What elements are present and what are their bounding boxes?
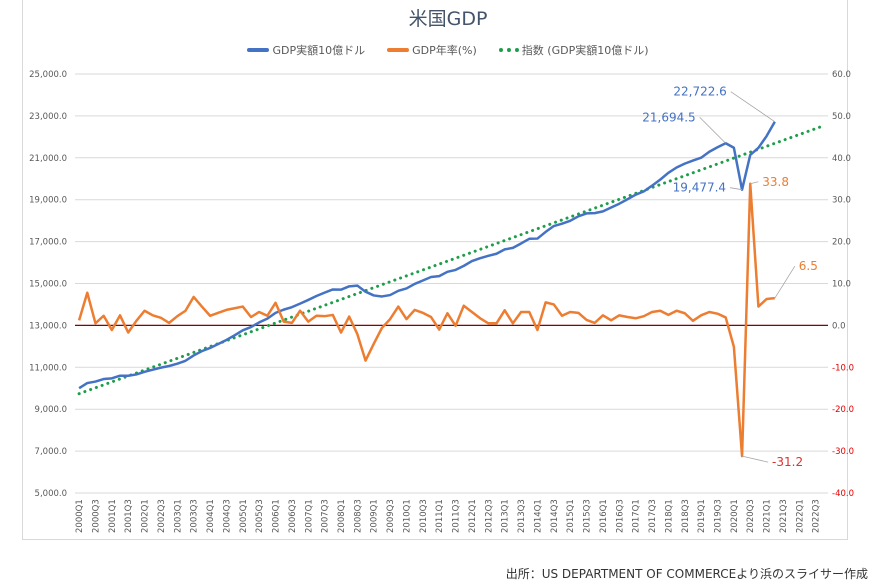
annotation-label: 6.5 xyxy=(799,259,818,273)
y-left-tick-label: 25,000.0 xyxy=(29,70,67,80)
annotation-leader-line xyxy=(750,181,759,185)
x-tick-label: 2000Q3 xyxy=(91,499,101,533)
x-tick-label: 2001Q1 xyxy=(108,499,118,533)
annotation-label: -31.2 xyxy=(772,455,803,469)
x-tick-label: 2005Q1 xyxy=(239,499,249,533)
annotation-leader-line xyxy=(729,187,743,191)
annotation-label: 22,722.6 xyxy=(673,85,726,99)
x-tick-label: 2018Q1 xyxy=(664,499,674,533)
y-right-tick-label: 30.0 xyxy=(832,196,851,206)
chart-frame xyxy=(22,0,848,540)
x-tick-label: 2009Q3 xyxy=(386,499,396,533)
x-tick-label: 2005Q3 xyxy=(255,499,265,533)
x-tick-label: 2015Q3 xyxy=(583,499,593,533)
x-tick-label: 2003Q1 xyxy=(173,499,183,533)
annotation-label: 21,694.5 xyxy=(642,110,695,124)
annotation-label: 19,477.4 xyxy=(673,181,726,195)
legend-swatch-gdp xyxy=(247,48,270,52)
x-tick-label: 2013Q3 xyxy=(517,499,527,533)
x-tick-label: 2020Q1 xyxy=(730,499,740,533)
gdp-series-line xyxy=(78,121,776,390)
x-tick-label: 2010Q1 xyxy=(402,499,412,533)
y-right-tick-label: -20.0 xyxy=(832,405,854,415)
x-tick-label: 2014Q1 xyxy=(533,499,543,533)
legend-label: GDP実額10億ドル xyxy=(272,44,366,57)
y-right-tick-label: -10.0 xyxy=(832,363,854,373)
legend-item-gdp: GDP実額10億ドル xyxy=(247,42,365,58)
y-left-tick-label: 17,000.0 xyxy=(29,238,67,248)
x-tick-label: 2022Q3 xyxy=(812,499,822,533)
x-tick-label: 2014Q3 xyxy=(550,499,560,533)
legend-swatch-trend xyxy=(498,48,519,52)
x-tick-label: 2022Q1 xyxy=(795,499,805,533)
y-right-tick-label: -30.0 xyxy=(832,447,854,457)
x-tick-label: 2012Q3 xyxy=(484,499,494,533)
x-tick-label: 2018Q3 xyxy=(681,499,691,533)
y-right-tick-label: -40.0 xyxy=(832,489,854,499)
x-tick-label: 2017Q3 xyxy=(648,499,658,533)
y-right-tick-label: 10.0 xyxy=(832,280,851,290)
y-left-tick-label: 5,000.0 xyxy=(35,489,67,499)
x-tick-label: 2013Q1 xyxy=(501,499,511,533)
x-tick-label: 2019Q1 xyxy=(697,499,707,533)
x-tick-label: 2006Q1 xyxy=(272,499,282,533)
x-tick-label: 2011Q3 xyxy=(452,499,462,533)
x-tick-label: 2011Q1 xyxy=(435,499,445,533)
x-tick-label: 2012Q1 xyxy=(468,499,478,533)
x-tick-label: 2021Q1 xyxy=(763,499,773,533)
y-right-tick-label: 50.0 xyxy=(832,112,851,122)
annotation-leader-line xyxy=(774,265,796,299)
y-left-tick-label: 21,000.0 xyxy=(29,154,67,164)
x-tick-label: 2001Q3 xyxy=(124,499,134,533)
y-left-tick-label: 7,000.0 xyxy=(35,447,67,457)
x-tick-label: 2016Q1 xyxy=(599,499,609,533)
x-tick-label: 2007Q1 xyxy=(304,499,314,533)
annotation-leader-line xyxy=(699,116,726,144)
x-tick-label: 2009Q1 xyxy=(370,499,380,533)
x-tick-label: 2002Q1 xyxy=(141,499,151,533)
legend-swatch-growth xyxy=(387,48,410,52)
y-right-tick-label: 0.0 xyxy=(832,321,846,331)
legend-label: 指数 (GDP実額10億ドル) xyxy=(521,44,649,57)
x-tick-label: 2006Q3 xyxy=(288,499,298,533)
legend-item-trend: 指数 (GDP実額10億ドル) xyxy=(498,42,649,58)
x-tick-label: 2007Q3 xyxy=(321,499,331,533)
source-note: 出所：US DEPARTMENT OF COMMERCEより浜のスライサー作成 xyxy=(505,567,868,581)
x-tick-label: 2000Q1 xyxy=(75,499,85,533)
x-tick-label: 2004Q1 xyxy=(206,499,216,533)
x-tick-label: 2017Q1 xyxy=(632,499,642,533)
annotation-leader-line xyxy=(741,455,769,463)
y-left-tick-label: 13,000.0 xyxy=(29,321,67,331)
x-tick-label: 2003Q3 xyxy=(190,499,200,533)
x-tick-label: 2008Q3 xyxy=(353,499,363,533)
legend-item-growth: GDP年率(%) xyxy=(387,42,477,58)
y-left-tick-label: 15,000.0 xyxy=(29,280,67,290)
annotation-label: 33.8 xyxy=(762,175,789,189)
y-left-tick-label: 23,000.0 xyxy=(29,112,67,122)
y-right-tick-label: 40.0 xyxy=(832,154,851,164)
y-left-tick-label: 19,000.0 xyxy=(29,196,67,206)
x-tick-label: 2021Q3 xyxy=(779,499,789,533)
y-left-tick-label: 9,000.0 xyxy=(35,405,67,415)
x-tick-label: 2019Q3 xyxy=(714,499,724,533)
y-right-tick-label: 60.0 xyxy=(832,70,851,80)
y-left-tick-label: 11,000.0 xyxy=(29,363,67,373)
trendline-series xyxy=(77,124,826,396)
legend-label: GDP年率(%) xyxy=(412,44,477,57)
annotation-leader-line xyxy=(730,91,776,123)
y-right-tick-label: 20.0 xyxy=(832,238,851,248)
x-tick-label: 2010Q3 xyxy=(419,499,429,533)
chart-title: 米国GDP xyxy=(408,8,488,30)
x-tick-label: 2020Q3 xyxy=(746,499,756,533)
x-tick-label: 2016Q3 xyxy=(615,499,625,533)
legend: GDP実額10億ドル GDP年率(%) 指数 (GDP実額10億ドル) xyxy=(0,42,896,58)
x-tick-label: 2002Q3 xyxy=(157,499,167,533)
x-tick-label: 2015Q1 xyxy=(566,499,576,533)
growth-series-line xyxy=(77,182,775,458)
x-tick-label: 2004Q3 xyxy=(222,499,232,533)
x-tick-label: 2008Q1 xyxy=(337,499,347,533)
